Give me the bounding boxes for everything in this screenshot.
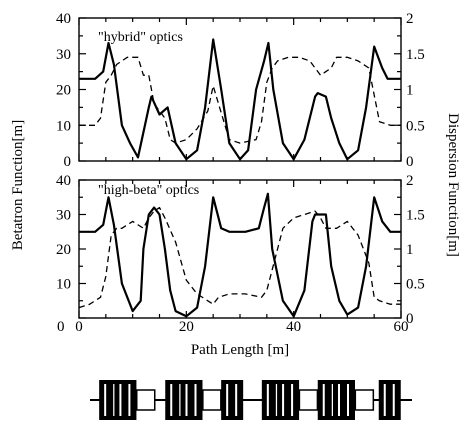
top-betatron-line <box>79 38 401 161</box>
bottom-right-tick-label: 2 <box>406 173 414 189</box>
top-panel-label: "hybrid" optics <box>98 30 183 45</box>
lattice-bend-gap <box>347 384 349 416</box>
bottom-left-tick-label: 30 <box>56 208 71 224</box>
bottom-dispersion-line <box>78 206 401 309</box>
lattice-bend-gap <box>119 384 122 416</box>
bottom-left-tick-label: 20 <box>56 242 71 258</box>
bottom-betatron-line <box>79 192 401 318</box>
lattice-quad <box>298 389 319 411</box>
lattice-bend-gap <box>291 384 294 416</box>
lattice-bend-gap <box>383 384 386 416</box>
top-panel-series <box>79 38 401 161</box>
lattice-diagram <box>90 380 412 420</box>
x-tick-labels: 0 20 40 60 <box>75 319 408 335</box>
top-left-tick-label: 20 <box>56 83 71 99</box>
lattice-bend-gap <box>338 384 340 416</box>
lattice-bend-gap <box>113 384 116 416</box>
top-right-tick-label: 1 <box>406 83 414 99</box>
bottom-panel-label: "high-beta" optics <box>98 183 199 198</box>
lattice-bend <box>221 380 244 420</box>
lattice-bend-gap <box>275 384 278 416</box>
lattice-quad <box>202 389 222 411</box>
lattice-bend <box>333 380 355 420</box>
top-panel-ticks: 40 30 20 10 0 2 1.5 1 0.5 0 <box>56 11 425 170</box>
lattice-bend-gap <box>128 384 131 416</box>
x-origin-label: 0 <box>57 319 65 335</box>
bottom-panel-series <box>78 192 401 318</box>
top-panel: "hybrid" optics 40 30 20 10 0 2 1.5 1 0.5 0 <box>56 11 425 170</box>
top-right-tick-label: 0.5 <box>406 118 425 134</box>
lattice-quad <box>354 389 375 411</box>
lattice-bend <box>114 380 137 420</box>
lattice-bend-gap <box>392 384 395 416</box>
lattice-bend-gap <box>226 384 229 416</box>
lattice-bend-gap <box>235 384 238 416</box>
lattice-bend <box>277 380 300 420</box>
top-left-tick-label: 0 <box>64 154 72 170</box>
bottom-right-tick-label: 1.5 <box>406 208 425 224</box>
bottom-right-tick-label: 0 <box>406 311 414 327</box>
x-tick-label: 0 <box>75 319 83 335</box>
lattice-quad <box>136 389 156 411</box>
top-right-tick-label: 0 <box>406 154 414 170</box>
bottom-left-tick-label: 40 <box>56 173 71 189</box>
top-right-tick-label: 2 <box>406 11 414 27</box>
lattice-bend <box>378 380 401 420</box>
bottom-right-tick-label: 1 <box>406 242 414 258</box>
right-axis-title: Dispersion Function[m] <box>445 113 461 257</box>
x-tick-label: 20 <box>179 319 194 335</box>
lattice-bend-gap <box>331 384 334 416</box>
x-tick-label: 40 <box>286 319 301 335</box>
top-dispersion-line <box>79 56 401 144</box>
top-left-tick-label: 10 <box>56 118 71 134</box>
lattice-bend-gap <box>170 384 173 416</box>
top-left-tick-label: 30 <box>56 47 71 63</box>
lattice-bend-gap <box>282 384 285 416</box>
top-right-tick-label: 1.5 <box>406 47 425 63</box>
top-left-tick-label: 40 <box>56 11 71 27</box>
lattice-bend <box>180 380 203 420</box>
x-tick-label: 60 <box>394 319 409 335</box>
lattice-bend-gap <box>185 384 188 416</box>
lattice-bend-gap <box>104 384 107 416</box>
lattice-bend-gap <box>322 384 325 416</box>
lattice-bend-gap <box>179 384 182 416</box>
lattice-bend-gap <box>266 384 269 416</box>
bottom-left-tick-label: 10 <box>56 277 71 293</box>
bottom-right-tick-label: 0.5 <box>406 277 425 293</box>
x-axis-title: Path Length [m] <box>191 342 289 358</box>
lattice-elements <box>99 380 401 420</box>
lattice-bend-gap <box>194 384 197 416</box>
bottom-panel-ticks: 40 30 20 10 2 1.5 1 0.5 0 <box>56 173 425 327</box>
bottom-panel: "high-beta" optics 40 30 20 10 2 1.5 1 0.5 0 <box>56 173 425 327</box>
left-axis-title: Betatron Function[m] <box>10 120 26 250</box>
